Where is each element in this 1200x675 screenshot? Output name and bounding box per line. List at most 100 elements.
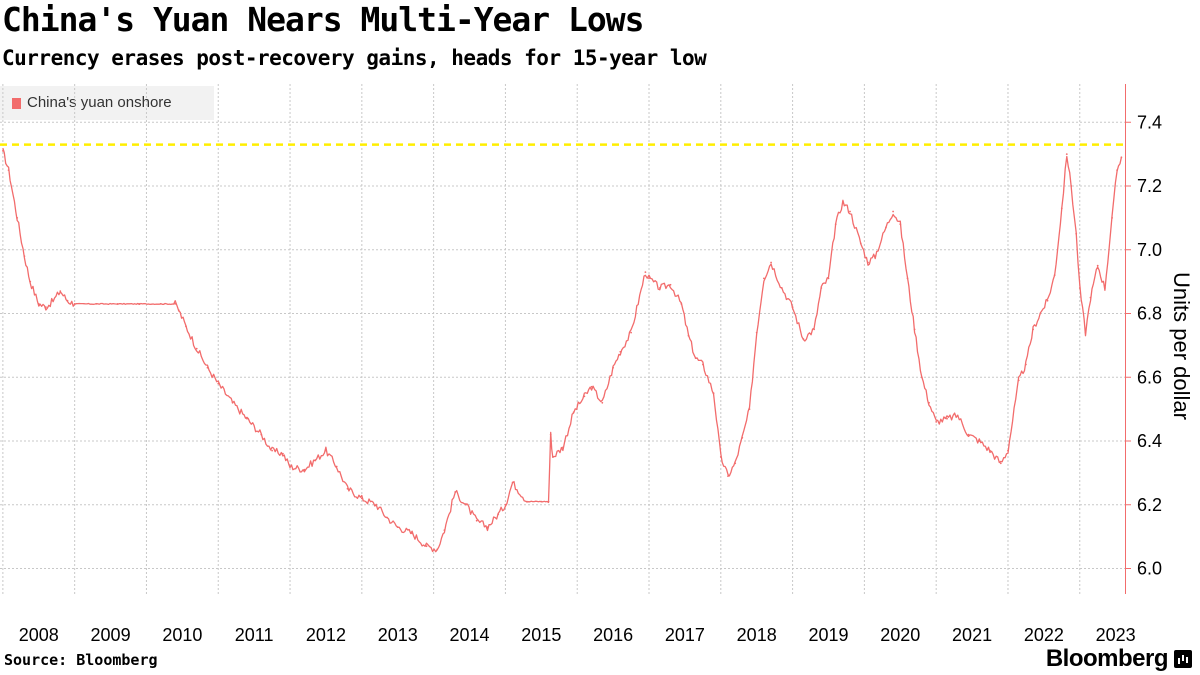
data-point [325,449,327,452]
data-point [375,503,378,506]
data-point [899,223,902,226]
data-point [1120,156,1123,159]
y-axis-label: Units per dollar [1169,272,1194,420]
x-tick-label: 2017 [665,625,705,645]
data-point [1075,232,1078,235]
data-point [185,325,187,328]
data-point [928,401,930,404]
data-point [396,526,399,528]
data-point [1089,296,1092,299]
brand-logo: Bloomberg [1045,645,1169,672]
data-point [335,465,338,468]
data-point [763,277,765,280]
data-point [906,277,909,280]
data-point [436,548,439,551]
data-point [802,338,805,340]
x-tick-label: 2019 [808,625,848,645]
data-point [648,277,650,280]
data-point [867,261,869,264]
data-point [282,452,284,455]
data-point [1032,328,1034,331]
data-point [859,242,862,245]
x-tick-label: 2020 [880,625,920,645]
data-point [177,309,180,312]
data-point [1025,363,1027,366]
data-point [1111,217,1113,219]
y-axis-label-wrap: Units per dollar [1166,226,1196,466]
data-point [946,417,948,420]
data-point [913,328,916,331]
data-point [116,303,119,305]
data-point [246,417,248,420]
data-point [138,303,141,305]
data-point [920,376,923,379]
data-point [583,395,586,398]
y-tick-label: 7.4 [1137,112,1162,132]
series-layer [2,148,1123,553]
data-point [159,303,162,305]
data-point [217,382,220,385]
data-point [741,436,744,439]
legend-label: China's yuan onshore [27,94,172,111]
data-point [73,303,76,305]
data-point [547,500,550,503]
data-point [289,465,291,468]
data-point [346,487,349,490]
y-tick-label: 6.2 [1137,495,1162,515]
x-tick-label: 2011 [235,625,274,645]
data-point [465,503,467,506]
y-tick-label: 7.2 [1137,176,1162,196]
data-point [195,347,198,350]
data-point [885,226,887,229]
data-point [1078,287,1081,289]
x-tick-label: 2022 [1024,625,1064,645]
data-point [511,481,514,484]
data-point [892,210,894,213]
data-point [842,201,844,203]
chart-legend[interactable]: China's yuan onshore [0,86,214,120]
data-point [748,408,751,410]
series-line [2,148,1123,553]
data-point [526,500,528,503]
x-tick-label: 2013 [378,625,418,645]
data-point [562,446,564,449]
data-point [443,529,446,532]
data-point [1046,299,1049,302]
data-point [425,545,428,548]
y-tick-label: 6.6 [1137,367,1162,387]
data-point [658,287,661,289]
x-tick-label: 2010 [162,625,202,645]
data-point [454,491,457,493]
data-point [644,271,647,273]
data-point [1096,264,1099,267]
data-point [1104,287,1106,289]
data-point [486,526,489,528]
data-point [1084,331,1087,334]
data-point [303,468,306,471]
data-point [669,283,672,286]
data-point [551,456,554,458]
data-point [727,475,729,477]
data-point [978,440,981,442]
x-tick-label: 2014 [450,625,490,645]
data-point [770,261,772,264]
data-point [834,223,837,226]
x-tick-label: 2023 [1096,625,1136,645]
y-tick-label: 6.4 [1137,431,1162,451]
data-point [712,392,715,395]
legend-swatch [12,98,21,109]
chart-subtitle: Currency erases post-recovery gains, hea… [2,46,707,70]
data-point [540,500,543,503]
x-tick-label: 2015 [521,625,561,645]
data-point [66,299,69,302]
data-point [1116,169,1118,172]
x-tick-label: 2021 [952,625,992,645]
data-point [16,217,19,219]
x-tick-label: 2018 [737,625,777,645]
data-point [174,303,177,305]
y-tick-label: 7.0 [1137,240,1162,260]
x-tick-label: 2009 [91,625,131,645]
data-point [813,328,815,331]
data-point [755,331,758,334]
